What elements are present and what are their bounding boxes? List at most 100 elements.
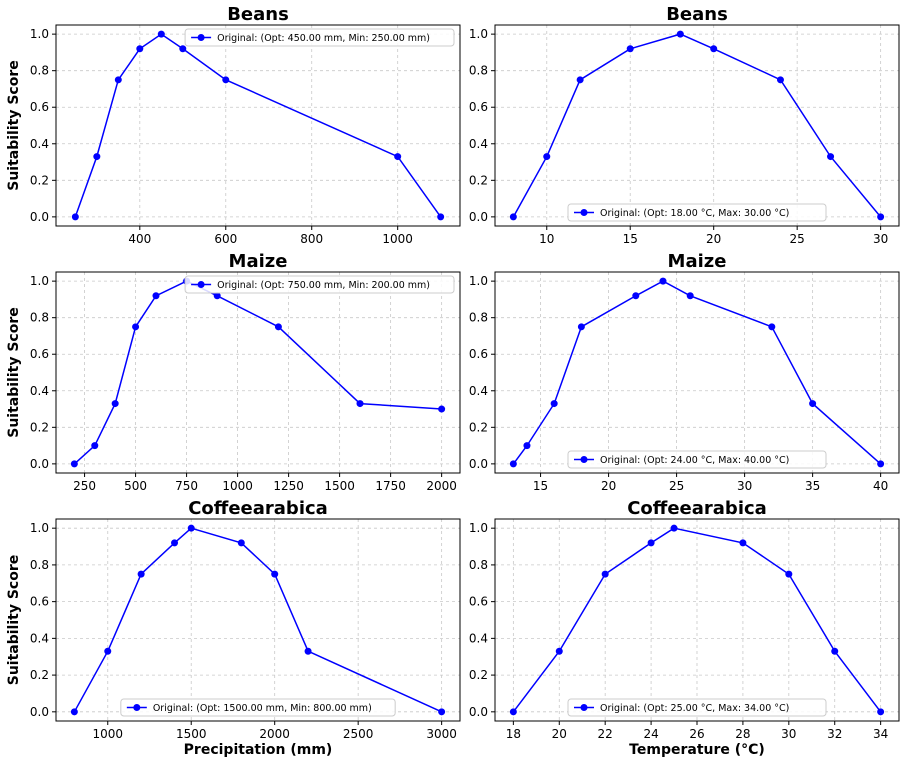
chart-panel-6: 18 20 22 24 26 28 30 32 34 0.0 0.2 0.4 0.6 0.8 1.0 Coff… bbox=[469, 498, 900, 758]
y-tick-label: 0.0 bbox=[30, 210, 49, 224]
plot-frame bbox=[55, 271, 461, 474]
legend-box bbox=[567, 203, 827, 222]
data-point bbox=[304, 647, 312, 655]
x-tick-label: 30 bbox=[737, 479, 752, 493]
data-point bbox=[509, 708, 517, 716]
y-tick-label: 0.2 bbox=[469, 173, 488, 187]
x-tick-label: 1750 bbox=[375, 479, 406, 493]
data-point bbox=[827, 153, 835, 161]
x-tick-label: 20 bbox=[706, 232, 721, 246]
x-tick-label: 30 bbox=[781, 727, 796, 741]
y-tick-label: 0.4 bbox=[30, 631, 49, 645]
y-tick-label: 0.2 bbox=[30, 668, 49, 682]
x-tick-label: 35 bbox=[805, 479, 820, 493]
x-axis-label: Precipitation (mm) bbox=[184, 742, 333, 758]
data-point bbox=[179, 45, 187, 53]
plot-frame bbox=[494, 24, 900, 227]
legend-box bbox=[184, 275, 455, 294]
x-tick-label: 24 bbox=[643, 727, 658, 741]
series-line bbox=[73, 527, 442, 713]
data-point bbox=[577, 323, 585, 331]
data-point bbox=[213, 292, 221, 300]
data-point bbox=[601, 570, 609, 578]
y-tick-label: 0.8 bbox=[30, 558, 49, 572]
x-tick-label: 40 bbox=[873, 479, 888, 493]
data-point bbox=[877, 213, 885, 221]
data-point bbox=[394, 153, 402, 161]
x-tick-label: 2000 bbox=[426, 479, 457, 493]
data-point bbox=[676, 30, 684, 38]
x-tick-label: 20 bbox=[601, 479, 616, 493]
legend-marker bbox=[197, 281, 205, 288]
y-tick-label: 0.4 bbox=[469, 631, 488, 645]
chart-title: Coffeearabica bbox=[627, 498, 767, 519]
legend-box bbox=[184, 28, 455, 47]
x-tick-label: 15 bbox=[623, 232, 638, 246]
y-tick-label: 0.0 bbox=[469, 210, 488, 224]
data-point bbox=[356, 400, 364, 408]
x-tick-label: 1250 bbox=[273, 479, 304, 493]
legend: Original: (Opt: 18.00 °C, Max: 30.00 °C) bbox=[567, 203, 827, 222]
data-point bbox=[739, 539, 747, 547]
y-tick-label: 1.0 bbox=[30, 27, 49, 41]
y-tick-label: 1.0 bbox=[469, 27, 488, 41]
y-tick-label: 0.8 bbox=[30, 311, 49, 325]
y-tick-label: 0.0 bbox=[469, 705, 488, 719]
y-tick-label: 0.8 bbox=[30, 64, 49, 78]
chart-panel-2: 10 15 20 25 30 0.0 0.2 0.4 0.6 0.8 1.0 Beans Origina… bbox=[469, 4, 900, 246]
legend-label: Original: (Opt: 450.00 mm, Min: 250.00 m… bbox=[217, 33, 430, 44]
data-point bbox=[523, 442, 531, 450]
data-point bbox=[274, 323, 282, 331]
data-point bbox=[104, 647, 112, 655]
data-point bbox=[157, 30, 165, 38]
y-tick-label: 0.8 bbox=[469, 64, 488, 78]
y-tick-label: 1.0 bbox=[469, 274, 488, 288]
data-point bbox=[152, 292, 160, 300]
y-tick-label: 0.2 bbox=[469, 420, 488, 434]
x-tick-label: 30 bbox=[873, 232, 888, 246]
data-point bbox=[555, 647, 563, 655]
data-point bbox=[576, 76, 584, 84]
y-tick-label: 0.6 bbox=[30, 347, 49, 361]
y-tick-label: 0.4 bbox=[30, 137, 49, 151]
data-point bbox=[626, 45, 634, 53]
data-point bbox=[187, 524, 195, 532]
data-point bbox=[132, 323, 140, 331]
chart-panel-5: 1000 1500 2000 2500 3000 0.0 0.2 0.4 0.6 0.8 1.0 Co… bbox=[6, 498, 461, 758]
legend-label: Original: (Opt: 18.00 °C, Max: 30.00 °C) bbox=[600, 208, 789, 219]
data-point bbox=[632, 292, 640, 300]
x-tick-label: 25 bbox=[669, 479, 684, 493]
x-tick-label: 22 bbox=[598, 727, 613, 741]
y-tick-label: 0.4 bbox=[469, 384, 488, 398]
data-point bbox=[437, 213, 445, 221]
data-point bbox=[509, 460, 517, 468]
x-tick-label: 750 bbox=[175, 479, 198, 493]
chart-panel-1: 400 600 800 1000 0.0 0.2 0.4 0.6 0.8 1.0 Beans Suit… bbox=[6, 4, 461, 246]
y-tick-label: 0.0 bbox=[30, 457, 49, 471]
y-tick-label: 0.4 bbox=[469, 137, 488, 151]
legend-marker bbox=[580, 209, 588, 216]
y-tick-label: 0.6 bbox=[469, 595, 488, 609]
y-tick-label: 0.2 bbox=[469, 668, 488, 682]
legend: Original: (Opt: 1500.00 mm, Min: 800.00 … bbox=[120, 698, 396, 717]
plot-frame bbox=[55, 24, 461, 227]
data-point bbox=[171, 539, 179, 547]
data-point bbox=[438, 708, 446, 716]
data-point bbox=[785, 570, 793, 578]
y-axis-label: Suitability Score bbox=[6, 555, 22, 686]
data-point bbox=[776, 76, 784, 84]
series-line bbox=[73, 280, 442, 465]
y-tick-label: 0.2 bbox=[30, 420, 49, 434]
data-point bbox=[91, 442, 99, 450]
legend-box bbox=[120, 698, 396, 717]
x-tick-label: 15 bbox=[533, 479, 548, 493]
x-tick-label: 400 bbox=[128, 232, 151, 246]
data-point bbox=[237, 539, 245, 547]
x-tick-label: 1500 bbox=[324, 479, 355, 493]
data-point bbox=[271, 570, 279, 578]
data-point bbox=[647, 539, 655, 547]
legend-box bbox=[567, 450, 827, 469]
x-tick-label: 20 bbox=[552, 727, 567, 741]
chart-title: Maize bbox=[229, 251, 288, 272]
data-point bbox=[509, 213, 517, 221]
